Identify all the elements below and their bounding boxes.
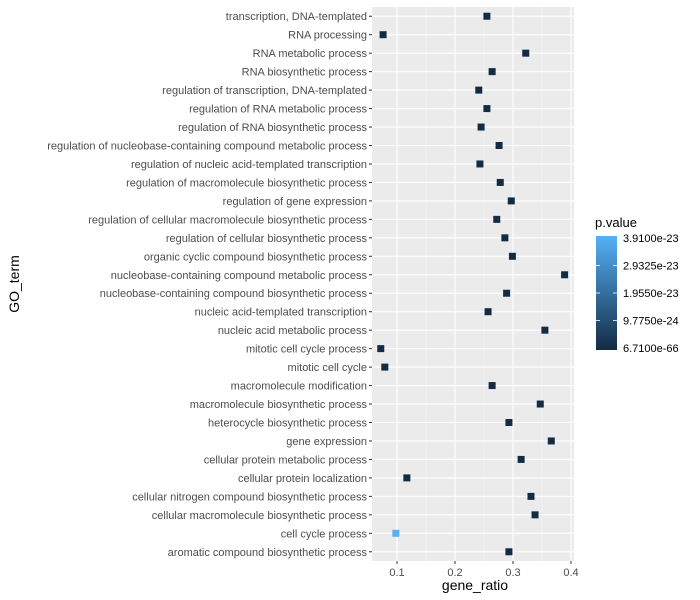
y-tick-label: regulation of gene expression — [223, 196, 367, 208]
data-point — [488, 68, 496, 76]
y-tick-label: regulation of cellular biosynthetic proc… — [166, 233, 368, 245]
data-point — [503, 289, 511, 297]
colorbar — [596, 236, 617, 350]
data-point — [377, 345, 385, 353]
data-point — [531, 511, 539, 519]
data-point — [517, 455, 525, 463]
data-point — [507, 197, 515, 205]
y-tick-label: gene expression — [286, 436, 367, 448]
data-points — [377, 12, 569, 556]
data-point — [403, 474, 411, 482]
y-tick-label: macromolecule biosynthetic process — [190, 399, 368, 411]
x-tick-label: 0.4 — [563, 567, 578, 579]
data-point — [527, 492, 535, 500]
y-tick-label: RNA metabolic process — [253, 48, 368, 60]
y-tick-label: cellular protein localization — [238, 473, 367, 485]
data-point — [561, 271, 569, 279]
plot-panel — [372, 7, 574, 561]
x-tick-label: 0.3 — [505, 567, 520, 579]
y-tick-label: regulation of cellular macromolecule bio… — [88, 214, 367, 226]
data-point — [483, 105, 491, 113]
y-tick-label: nucleic acid-templated transcription — [195, 307, 367, 319]
y-tick-label: heterocycle biosynthetic process — [208, 418, 367, 430]
y-tick-label: cell cycle process — [281, 528, 368, 540]
legend-label: 6.7100e-66 — [623, 343, 679, 355]
data-point — [496, 178, 504, 186]
y-tick-label: RNA processing — [288, 30, 367, 42]
y-tick-label: regulation of transcription, DNA-templat… — [162, 85, 367, 97]
data-point — [501, 234, 509, 242]
x-tick-label: 0.1 — [389, 567, 404, 579]
y-tick-label: regulation of RNA biosynthetic process — [178, 122, 367, 134]
legend-label: 1.9550e-23 — [623, 288, 679, 300]
grid-minor — [425, 7, 543, 561]
data-point — [379, 31, 387, 39]
y-tick-label: mitotic cell cycle process — [246, 344, 368, 356]
x-axis: 0.1 0.2 0.3 0.4 — [389, 561, 579, 579]
data-point — [484, 308, 492, 316]
data-point — [483, 12, 491, 20]
grid-major — [372, 7, 574, 561]
y-tick-label: transcription, DNA-templated — [226, 11, 367, 23]
y-tick-label: cellular protein metabolic process — [204, 454, 368, 466]
data-point — [495, 142, 503, 149]
data-point — [475, 86, 483, 94]
color-legend: p.value 3.9100e-23 2.9325e-23 1.9550e-23 9.… — [595, 215, 679, 355]
data-point — [541, 326, 549, 334]
y-tick-label: organic cyclic compound biosynthetic pro… — [144, 251, 368, 263]
x-tick-label: 0.2 — [447, 567, 462, 579]
y-tick-label: regulation of nucleobase-containing comp… — [47, 141, 367, 153]
data-point — [508, 252, 516, 260]
y-tick-label: RNA biosynthetic process — [242, 67, 368, 79]
legend-title: p.value — [595, 215, 637, 230]
y-tick-label: regulation of RNA metabolic process — [189, 104, 367, 116]
y-tick-label: nucleic acid metabolic process — [218, 325, 368, 337]
x-axis-title: gene_ratio — [442, 577, 508, 593]
y-tick-label: mitotic cell cycle — [288, 362, 367, 374]
data-point — [536, 400, 544, 408]
y-axis-title: GO_term — [6, 255, 22, 313]
data-point — [477, 123, 485, 131]
data-point — [522, 49, 530, 57]
legend-label: 2.9325e-23 — [623, 261, 679, 273]
y-tick-label: aromatic compound biosynthetic process — [168, 547, 368, 559]
y-tick-label: nucleobase-containing compound metabolic… — [111, 270, 368, 282]
data-point — [505, 419, 513, 426]
y-tick-label: regulation of macromolecule biosynthetic… — [126, 177, 367, 189]
legend-label: 3.9100e-23 — [623, 233, 679, 245]
data-point — [493, 215, 501, 223]
y-tick-label: cellular macromolecule biosynthetic proc… — [152, 510, 368, 522]
y-tick-label: regulation of nucleic acid-templated tra… — [131, 159, 367, 171]
data-point — [505, 548, 513, 556]
data-point — [476, 160, 484, 168]
y-tick-label: macromolecule modification — [231, 381, 367, 393]
y-tick-label: nucleobase-containing compound biosynthe… — [100, 288, 368, 300]
data-point — [392, 529, 400, 537]
legend-label: 9.7750e-24 — [623, 316, 679, 328]
y-axis: transcription, DNA-templated RNA processi… — [47, 11, 372, 559]
data-point — [547, 437, 555, 445]
y-tick-label: cellular nitrogen compound biosynthetic … — [132, 491, 367, 503]
data-point — [488, 382, 496, 390]
data-point — [381, 363, 389, 371]
